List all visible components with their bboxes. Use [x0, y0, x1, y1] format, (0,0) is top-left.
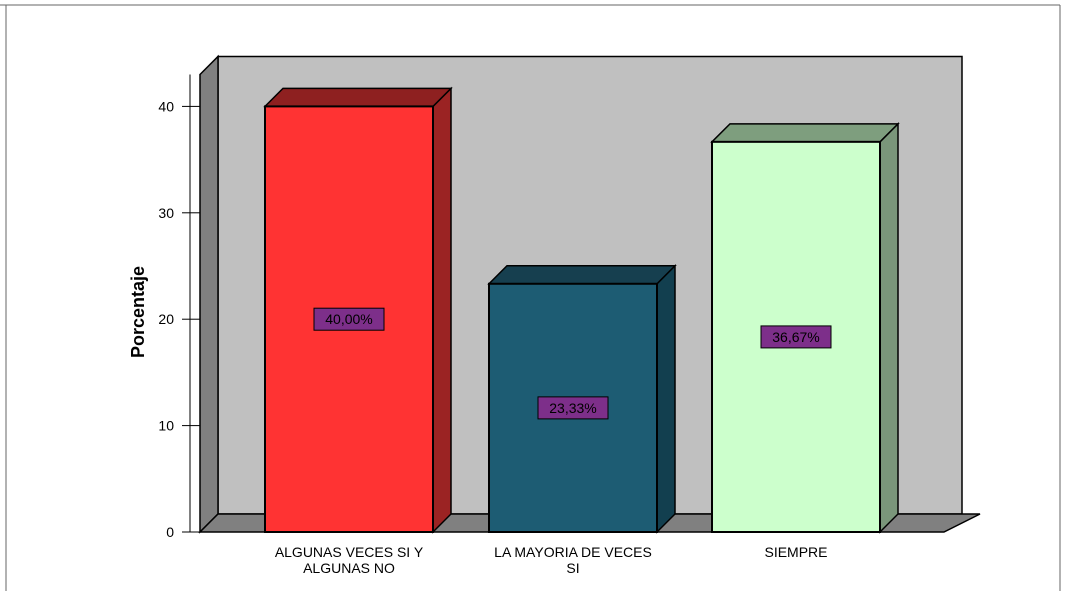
- y-tick-label: 30: [158, 205, 174, 221]
- x-tick-label: LA MAYORIA DE VECES: [494, 544, 652, 560]
- side-wall: [199, 54, 219, 534]
- y-tick-label: 20: [158, 311, 174, 327]
- data-label: 36,67%: [772, 329, 819, 345]
- x-tick-label: ALGUNAS NO: [303, 560, 395, 576]
- y-axis: 0 10 20 30 40: [158, 74, 200, 540]
- y-tick-label: 0: [166, 524, 174, 540]
- data-label-box: [537, 396, 609, 420]
- bar-side: [879, 122, 899, 534]
- bar-side: [656, 263, 676, 534]
- data-label: 40,00%: [325, 311, 372, 327]
- y-tick-label: 10: [158, 418, 174, 434]
- bar-side: [432, 86, 452, 534]
- y-tick-label: 40: [158, 98, 174, 114]
- bar-top: [263, 87, 453, 108]
- x-tick-label: ALGUNAS VECES SI Y: [275, 544, 424, 560]
- data-label-box: [313, 307, 385, 331]
- bar-top: [487, 265, 677, 285]
- y-axis-label: Porcentaje: [128, 266, 148, 358]
- data-labels-group: 40,00% 23,33% 36,67%: [313, 307, 832, 420]
- x-tick-label: SI: [566, 560, 579, 576]
- data-label: 23,33%: [549, 400, 596, 416]
- x-tick-label: SIEMPRE: [764, 544, 827, 560]
- data-label-box: [760, 325, 832, 349]
- bar-top: [710, 123, 900, 143]
